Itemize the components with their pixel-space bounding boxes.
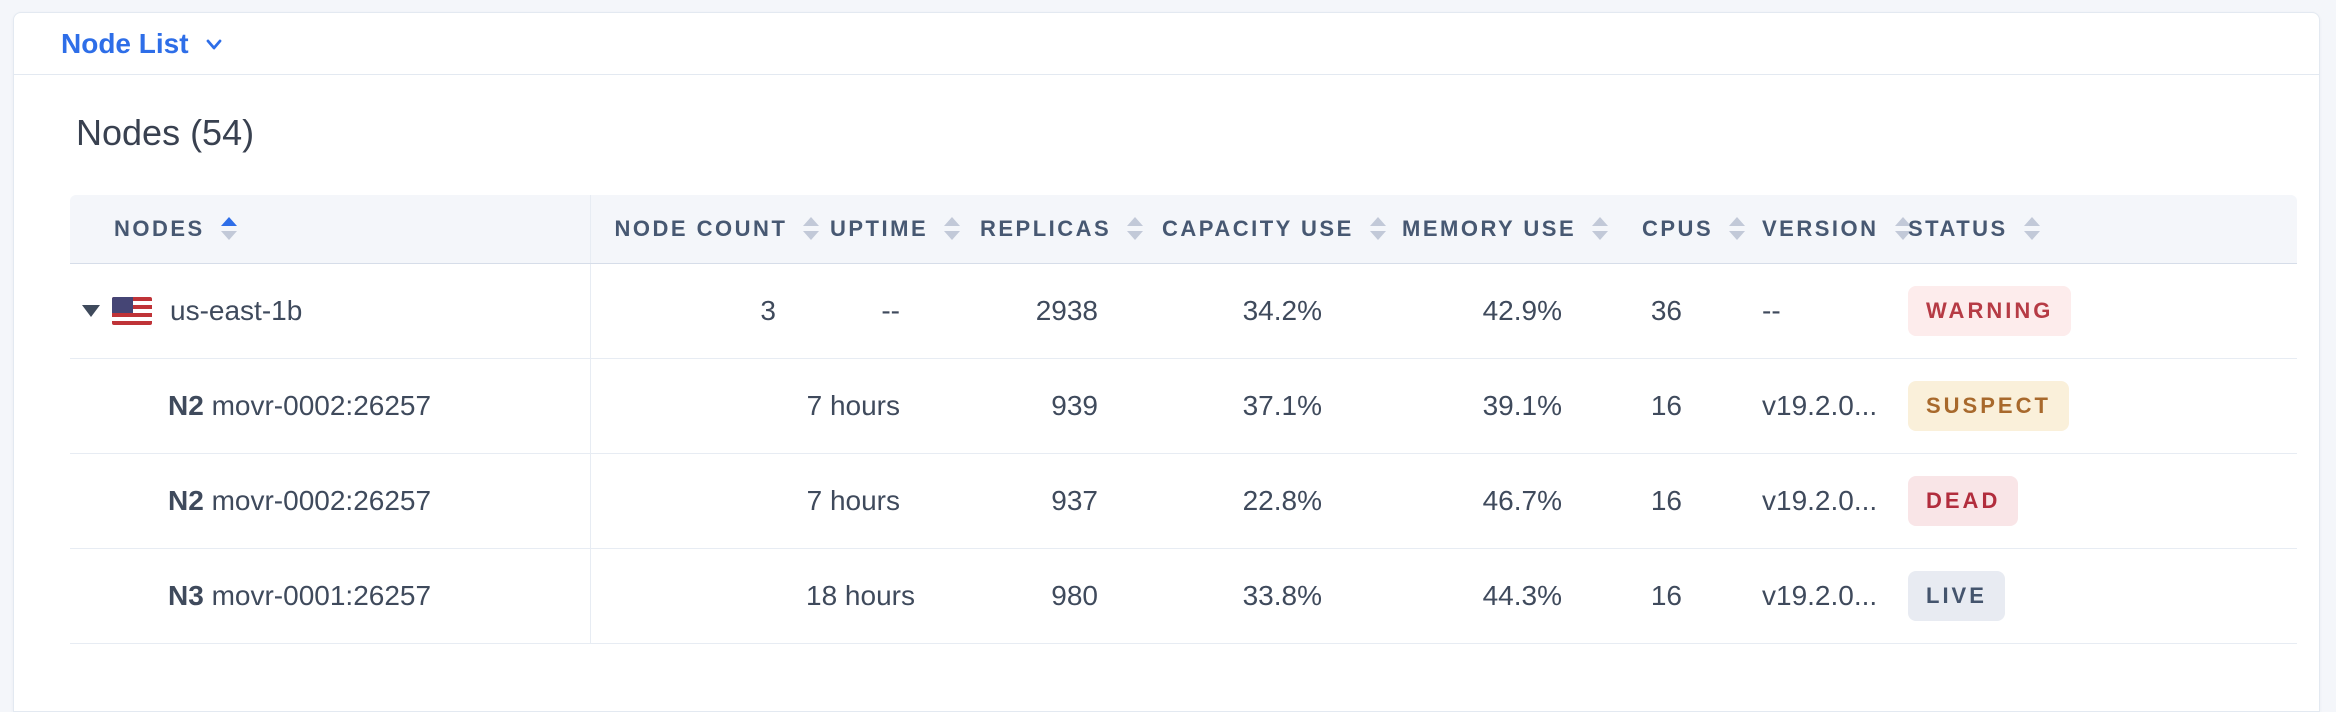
cpus-cell: 16 (1618, 453, 1738, 549)
memory-use-cell: 42.9% (1378, 263, 1618, 359)
expander-triangle-icon[interactable] (82, 304, 100, 317)
node-list-card: Node List Nodes (54) NODES NODE COUNT UPTI… (13, 12, 2320, 712)
uptime-cell: 7 hours (806, 358, 956, 454)
capacity-use-cell: 37.1% (1138, 358, 1378, 454)
node-name-cell: N2 movr-0002:26257 (70, 453, 591, 549)
sort-icon (220, 217, 237, 241)
page-title: Nodes (54) (76, 112, 255, 153)
column-header-replicas[interactable]: REPLICAS (956, 195, 1144, 264)
us-flag-icon (112, 296, 152, 325)
column-header-version[interactable]: VERSION (1738, 195, 1911, 264)
column-header-uptime[interactable]: UPTIME (806, 195, 961, 264)
cpus-cell: 36 (1618, 263, 1738, 359)
uptime-cell: 7 hours (806, 453, 956, 549)
chevron-down-icon (206, 39, 221, 49)
node-name-cell: N2 movr-0002:26257 (70, 358, 591, 454)
version-cell: v19.2.0... (1738, 358, 1884, 454)
column-header-capacity_use[interactable]: CAPACITY USE (1138, 195, 1386, 264)
breadcrumb: Node List (14, 13, 2319, 75)
node-list-dropdown-label: Node List (61, 27, 189, 59)
sort-icon (1729, 217, 1746, 241)
node-row[interactable]: N2 movr-0002:26257 7 hours 937 22.8% 46.7% 16… (70, 453, 2297, 549)
column-label: CPUS (1642, 215, 1714, 241)
replicas-cell: 980 (956, 548, 1138, 644)
memory-use-cell: 39.1% (1378, 358, 1618, 454)
status-badge: DEAD (1908, 475, 2019, 526)
status-cell: LIVE (1884, 548, 2297, 644)
uptime-cell: -- (806, 263, 956, 359)
node-id: N2 (168, 389, 204, 421)
node-address: movr-0002:26257 (203, 389, 432, 421)
column-header-status[interactable]: STATUS (1884, 195, 2297, 264)
replicas-cell: 937 (956, 453, 1138, 549)
column-label: UPTIME (830, 215, 929, 241)
column-label: VERSION (1762, 215, 1879, 241)
node-address: movr-0002:26257 (203, 484, 432, 516)
column-label: NODE COUNT (614, 215, 788, 241)
node-row[interactable]: N3 movr-0001:26257 18 hours 980 33.8% 44.3% 1… (70, 548, 2297, 644)
status-badge: WARNING (1908, 285, 2072, 336)
sort-icon (1127, 217, 1144, 241)
column-header-node_count[interactable]: NODE COUNT (590, 195, 820, 264)
node-count-cell (590, 548, 806, 644)
table-header: NODES NODE COUNT UPTIME REPLICAS CAPACITY US… (70, 195, 2297, 264)
node-row[interactable]: N2 movr-0002:26257 7 hours 939 37.1% 39.1% 16… (70, 358, 2297, 454)
node-id: N2 (168, 484, 204, 516)
replicas-cell: 2938 (956, 263, 1138, 359)
region-name-cell: us-east-1b (70, 295, 590, 327)
column-header-memory_use[interactable]: MEMORY USE (1378, 195, 1618, 264)
sort-icon (2023, 217, 2040, 241)
cpus-cell: 16 (1618, 358, 1738, 454)
sort-icon (1894, 217, 1911, 241)
column-header-nodes[interactable]: NODES (70, 195, 591, 264)
node-list-dropdown[interactable]: Node List (61, 28, 225, 60)
content-area: Nodes (54) NODES NODE COUNT UPTIME REPLICAS… (14, 75, 2319, 644)
region-row[interactable]: us-east-1b 3 -- 2938 34.2% 42.9% 36 -- WARNING (70, 263, 2297, 359)
node-name-cell: N3 movr-0001:26257 (70, 548, 591, 644)
status-cell: WARNING (1884, 263, 2297, 359)
node-id: N3 (168, 579, 204, 611)
sort-icon (944, 217, 961, 241)
region-name: us-east-1b (170, 294, 303, 326)
nodes-table: NODES NODE COUNT UPTIME REPLICAS CAPACITY US… (70, 195, 2297, 644)
column-label: STATUS (1908, 215, 2008, 241)
sort-icon (803, 217, 820, 241)
capacity-use-cell: 22.8% (1138, 453, 1378, 549)
column-label: NODES (114, 215, 205, 241)
capacity-use-cell: 34.2% (1138, 263, 1378, 359)
capacity-use-cell: 33.8% (1138, 548, 1378, 644)
version-cell: -- (1738, 263, 1884, 359)
node-count-cell (590, 453, 806, 549)
sort-icon (1369, 217, 1386, 241)
status-badge: LIVE (1908, 570, 2005, 621)
uptime-cell: 18 hours (806, 548, 956, 644)
cpus-cell: 16 (1618, 548, 1738, 644)
replicas-cell: 939 (956, 358, 1138, 454)
node-address: movr-0001:26257 (203, 579, 432, 611)
column-label: MEMORY USE (1402, 215, 1577, 241)
status-badge: SUSPECT (1908, 380, 2069, 431)
column-label: CAPACITY USE (1162, 215, 1354, 241)
memory-use-cell: 46.7% (1378, 453, 1618, 549)
column-header-cpus[interactable]: CPUS (1618, 195, 1746, 264)
column-label: REPLICAS (980, 215, 1112, 241)
node-count-cell (590, 358, 806, 454)
version-cell: v19.2.0... (1738, 453, 1884, 549)
status-cell: DEAD (1884, 453, 2297, 549)
version-cell: v19.2.0... (1738, 548, 1884, 644)
memory-use-cell: 44.3% (1378, 548, 1618, 644)
node-count-cell: 3 (590, 263, 806, 359)
status-cell: SUSPECT (1884, 358, 2297, 454)
sort-icon (1592, 217, 1609, 241)
